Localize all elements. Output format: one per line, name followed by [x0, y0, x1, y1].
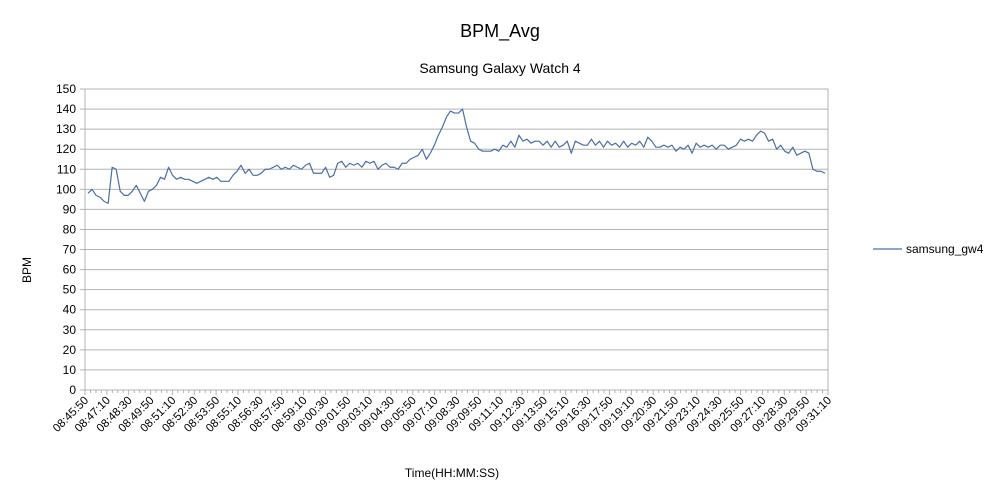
- y-axis-label: BPM: [20, 257, 34, 283]
- y-tick-label-140: 140: [56, 102, 76, 116]
- legend: samsung_gw4: [873, 242, 984, 256]
- chart-title: BPM_Avg: [460, 21, 540, 42]
- y-tick-label-40: 40: [63, 303, 77, 317]
- y-tick-label-10: 10: [63, 363, 77, 377]
- gridlines: [85, 88, 828, 391]
- y-tick-label-120: 120: [56, 142, 76, 156]
- y-axis-ticks: 0 10 20 30 40 50 60 70 80 90 100 110 120 130 140 150: [56, 82, 85, 397]
- legend-label-samsung-gw4: samsung_gw4: [906, 242, 984, 256]
- y-tick-label-110: 110: [57, 162, 76, 176]
- x-axis-label: Time(HH:MM:SS): [405, 466, 499, 480]
- plot-area-frame: [84, 88, 829, 391]
- y-tick-label-80: 80: [63, 222, 77, 236]
- y-tick-label-0: 0: [69, 383, 76, 397]
- y-tick-label-90: 90: [63, 202, 77, 216]
- y-tick-label-70: 70: [63, 243, 77, 257]
- y-tick-label-20: 20: [63, 343, 77, 357]
- x-axis-ticks: 08:45:5008:47:1008:48:3008:49:5008:51:10…: [51, 390, 834, 435]
- chart-subtitle: Samsung Galaxy Watch 4: [419, 60, 581, 76]
- y-tick-label-50: 50: [63, 283, 77, 297]
- y-tick-label-30: 30: [63, 323, 77, 337]
- y-tick-label-130: 130: [56, 122, 76, 136]
- y-tick-label-150: 150: [56, 82, 76, 96]
- y-tick-label-100: 100: [56, 182, 76, 196]
- y-tick-label-60: 60: [63, 263, 77, 277]
- series-layer: [87, 108, 826, 204]
- series-line-samsung-gw4: [87, 108, 826, 204]
